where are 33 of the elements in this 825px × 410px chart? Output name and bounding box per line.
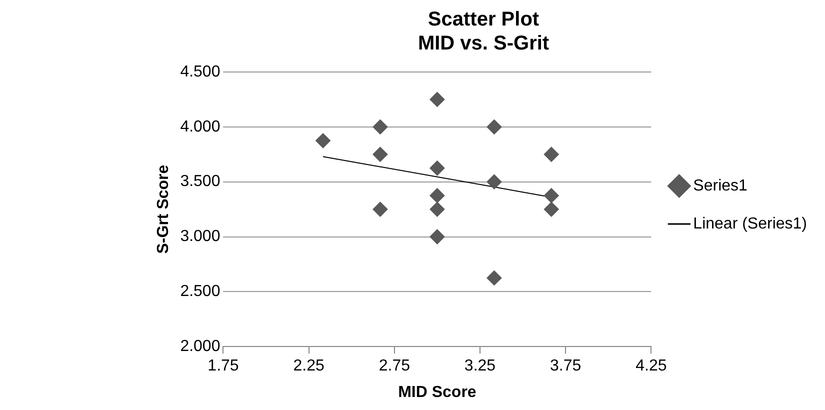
y-tick-label: 3.000 <box>180 228 220 246</box>
legend-label: Linear (Series1) <box>693 215 807 232</box>
x-tick-label: 3.75 <box>550 358 582 375</box>
y-tick-label: 4.500 <box>180 63 220 80</box>
point <box>372 119 388 134</box>
point <box>486 270 502 286</box>
x-tick-label: 1.75 <box>208 358 239 375</box>
x-tick-label: 3.25 <box>464 358 496 375</box>
point <box>544 188 559 204</box>
y-tick-label: 2.000 <box>180 338 220 356</box>
point <box>372 202 388 217</box>
point <box>544 146 559 162</box>
point <box>372 146 388 162</box>
x-tick-label: 2.25 <box>293 358 324 375</box>
point <box>430 160 445 176</box>
point <box>430 229 445 244</box>
point <box>430 188 445 204</box>
point <box>316 133 331 148</box>
point <box>430 92 445 107</box>
y-axis-title: S-Grt Score <box>155 164 172 254</box>
chart-subtitle: MID vs. S-Grit <box>418 32 550 55</box>
x-tick-label: 2.75 <box>378 358 410 375</box>
point <box>430 202 445 217</box>
y-tick-label: 3.500 <box>180 173 220 190</box>
point <box>486 174 502 190</box>
point <box>544 202 559 217</box>
x-axis-title: MID Score <box>398 384 476 401</box>
point <box>486 119 502 134</box>
chart-title: Scatter Plot <box>428 8 540 31</box>
y-tick-label: 2.500 <box>180 283 220 300</box>
legend-label: Series1 <box>693 177 748 194</box>
x-tick-label: 4.25 <box>636 358 667 375</box>
y-tick-label: 4.000 <box>180 118 220 136</box>
